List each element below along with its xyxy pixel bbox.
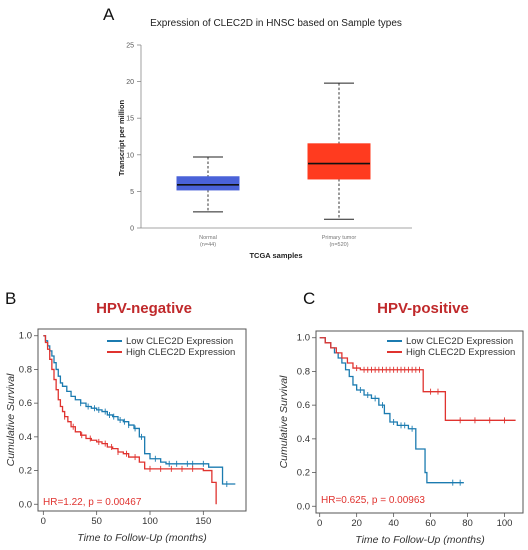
box-y-tick-label: 5 — [130, 189, 134, 196]
box-body — [176, 176, 240, 191]
km-b-legend-high-label: High CLEC2D Expression — [126, 347, 235, 358]
box-category-label: Primary tumor — [322, 235, 357, 241]
box-category-n-label: (n=520) — [329, 242, 348, 248]
km-c-title: HPV-positive — [377, 300, 469, 317]
panel-letter-a: A — [103, 5, 115, 24]
box-category-n-label: (n=44) — [200, 242, 216, 248]
box-plot-y-ticks: 0 5 10 15 20 25 — [126, 43, 141, 233]
km-b-plot-frame — [37, 328, 247, 512]
km-c-marks: 0 20 40 60 80 100 0.0 0.2 0.4 0.6 0.8 1.0 — [297, 333, 516, 529]
km-b-x-label: Time to Follow-Up (months) — [77, 532, 206, 544]
km-c-x-tick-label: 60 — [425, 518, 436, 529]
box-plot-marks: Normal(n=44) Primary tumor(n=520) — [176, 82, 371, 248]
km-c-x-tick-label: 40 — [388, 518, 399, 529]
box-plot-panel: A Expression of CLEC2D in HNSC based on … — [103, 5, 412, 260]
box-plot-title: Expression of CLEC2D in HNSC based on Sa… — [150, 18, 402, 29]
km-c-x-tick-label: 100 — [497, 518, 513, 529]
box-y-tick-label: 10 — [126, 152, 134, 159]
box-y-tick-label: 20 — [126, 79, 134, 86]
km-c-x-label: Time to Follow-Up (months) — [355, 534, 484, 546]
km-c-plot-frame — [315, 330, 524, 514]
km-c-y-tick-label: 0.2 — [297, 468, 310, 479]
box-y-tick-label: 25 — [126, 43, 134, 50]
km-b-y-tick-label: 0.8 — [19, 364, 32, 375]
km-c-series-low-line — [319, 337, 464, 484]
box-body — [307, 143, 371, 180]
km-b-y-tick-label: 0.0 — [19, 499, 32, 510]
box-plot-x-label: TCGA samples — [249, 251, 302, 260]
km-c-legend: Low CLEC2D Expression High CLEC2D Expres… — [387, 336, 515, 358]
box-category-label: Normal — [199, 235, 217, 241]
km-c-y-tick-label: 0.8 — [297, 366, 310, 377]
km-b-series-high-line — [43, 335, 217, 505]
panel-letter-b: B — [5, 289, 16, 308]
km-b-y-label: Cumulative Survival — [5, 373, 17, 466]
km-b-y-tick-label: 1.0 — [19, 331, 32, 342]
km-panel-hpv-positive: C HPV-positive 0 20 40 60 80 1000.00.20.40.60… — [278, 289, 524, 546]
km-b-y-tick-label: 0.6 — [19, 398, 32, 409]
km-b-x-tick-label: 150 — [195, 516, 211, 527]
km-b-y-tick-label: 0.2 — [19, 466, 32, 477]
km-b-x-tick-label: 100 — [142, 516, 158, 527]
km-c-series-high-line — [319, 337, 516, 421]
km-c-hr-annotation: HR=0.625, p = 0.00963 — [321, 495, 425, 506]
km-b-hr-annotation: HR=1.22, p = 0.00467 — [43, 497, 142, 508]
km-panel-hpv-negative: B HPV-negative 0 50 100 150 0.0 0.2 0.4 0.6 0.8 1… — [5, 289, 247, 544]
box-plot-y-label: Transcript per million — [117, 99, 126, 176]
km-c-x-tick-label: 0 — [317, 518, 322, 529]
km-c-x-tick-label: 20 — [351, 518, 362, 529]
km-c-y-tick-label: 0.0 — [297, 501, 310, 512]
box-y-tick-label: 0 — [130, 226, 134, 233]
km-c-y-tick-label: 0.6 — [297, 400, 310, 411]
box-plot-axes — [140, 45, 412, 229]
km-b-series-low-line — [43, 335, 236, 485]
km-b-title: HPV-negative — [96, 300, 192, 317]
panel-letter-c: C — [303, 289, 315, 308]
km-b-legend-low-label: Low CLEC2D Expression — [126, 336, 233, 347]
km-c-legend-high-label: High CLEC2D Expression — [406, 347, 515, 358]
km-c-x-tick-label: 80 — [462, 518, 473, 529]
km-b-y-tick-label: 0.4 — [19, 432, 32, 443]
km-c-y-tick-label: 1.0 — [297, 333, 310, 344]
km-c-y-tick-label: 0.4 — [297, 434, 310, 445]
km-b-x-tick-label: 0 — [41, 516, 46, 527]
km-b-marks: 0 50 100 150 0.0 0.2 0.4 0.6 0.8 1.0 — [19, 331, 236, 527]
km-b-legend: Low CLEC2D Expression High CLEC2D Expres… — [107, 336, 235, 358]
km-b-x-tick-label: 50 — [91, 516, 102, 527]
km-c-legend-low-label: Low CLEC2D Expression — [406, 336, 513, 347]
box-y-tick-label: 15 — [126, 116, 134, 123]
km-c-y-label: Cumulative Survival — [278, 375, 290, 468]
